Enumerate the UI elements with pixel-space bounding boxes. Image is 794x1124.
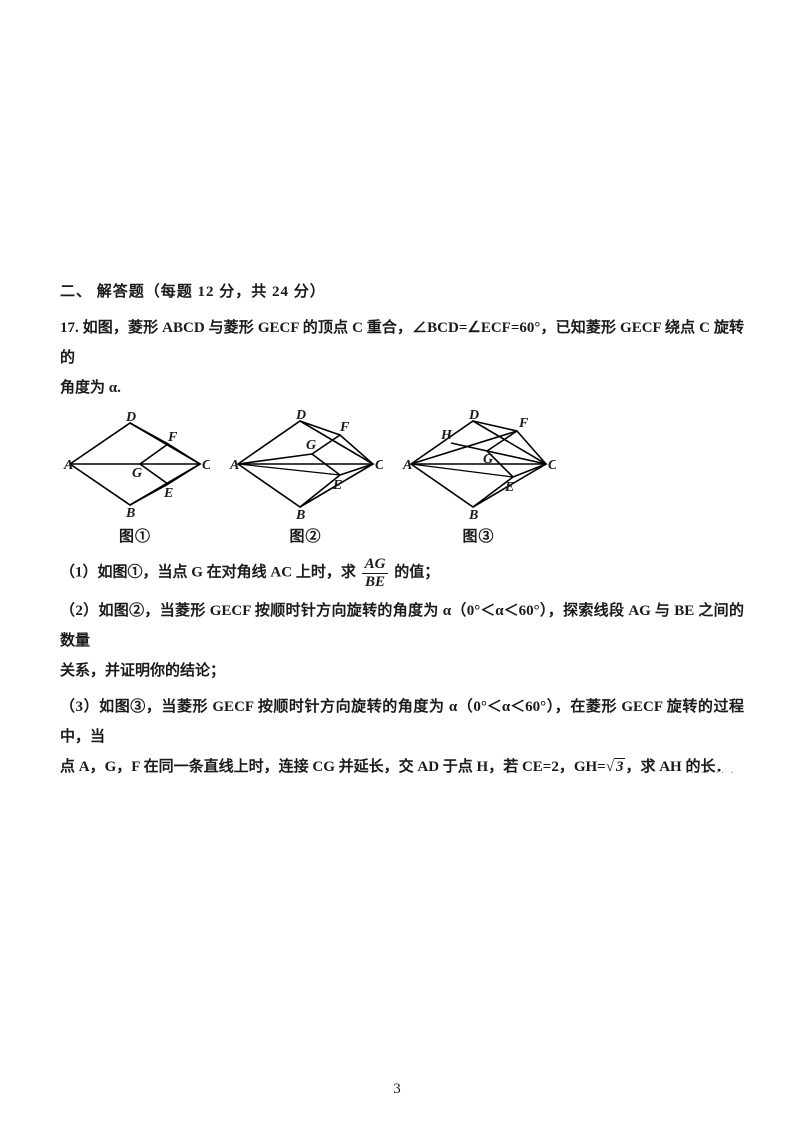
page: 二、 解答题（每题 12 分，共 24 分） 17. 如图，菱形 ABCD 与菱… <box>0 0 794 1124</box>
figure-2-caption: 图② <box>289 525 321 546</box>
sqrt-radicand: 3 <box>614 758 626 775</box>
figure-caption-prefix-3: 图 <box>462 529 478 545</box>
problem-intro: 17. 如图，菱形 ABCD 与菱形 GECF 的顶点 C 重合，∠BCD=∠E… <box>60 313 744 403</box>
figure-caption-prefix-2: 图 <box>289 529 305 545</box>
figure-3-svg: A C D B F E G H <box>401 409 556 519</box>
figure-caption-num: ① <box>135 529 151 545</box>
subq2-line2: 关系，并证明你的结论； <box>60 663 225 679</box>
print-smudge: ·· ·· ·· · <box>685 768 736 779</box>
figure-caption-num-2: ② <box>306 529 322 545</box>
svg-text:B: B <box>295 508 305 519</box>
svg-text:C: C <box>375 458 383 473</box>
sqrt-3: √3 <box>606 758 626 775</box>
svg-text:E: E <box>163 486 173 501</box>
subq2-line1: （2）如图②，当菱形 GECF 按顺时针方向旋转的角度为 α（0°＜α＜60°）… <box>60 603 744 649</box>
subquestion-3: （3）如图③，当菱形 GECF 按顺时针方向旋转的角度为 α（0°＜α＜60°）… <box>60 692 744 782</box>
figure-caption-prefix: 图 <box>119 529 135 545</box>
svg-text:F: F <box>339 420 350 435</box>
subquestion-2: （2）如图②，当菱形 GECF 按顺时针方向旋转的角度为 α（0°＜α＜60°）… <box>60 596 744 686</box>
figure-2: A C D B F E G 图② <box>228 409 383 546</box>
svg-text:B: B <box>468 508 478 519</box>
svg-text:A: A <box>402 458 412 473</box>
svg-text:E: E <box>332 478 342 493</box>
svg-text:G: G <box>306 438 316 453</box>
figure-3: A C D B F E G H 图③ <box>401 409 556 546</box>
subq1-prefix: （1）如图①，当点 G 在对角线 AC 上时，求 <box>60 564 356 580</box>
problem-intro-line2: 角度为 α. <box>60 380 121 396</box>
svg-text:H: H <box>440 428 453 443</box>
svg-text:G: G <box>483 452 493 467</box>
fraction-denominator: BE <box>362 574 389 591</box>
figure-3-caption: 图③ <box>462 525 494 546</box>
svg-text:C: C <box>202 458 210 473</box>
svg-text:A: A <box>63 458 73 473</box>
problem-intro-line1: 如图，菱形 ABCD 与菱形 GECF 的顶点 C 重合，∠BCD=∠ECF=6… <box>60 320 744 366</box>
svg-text:B: B <box>125 506 135 519</box>
subq1-suffix: 的值； <box>394 564 439 580</box>
figure-1-caption: 图① <box>119 525 151 546</box>
subq3-line2a: 点 A，G，F 在同一条直线上时，连接 CG 并延长，交 AD 于点 H，若 C… <box>60 759 606 775</box>
svg-text:E: E <box>504 480 514 495</box>
figure-1: A C D B F E G 图① <box>60 409 210 546</box>
svg-text:D: D <box>468 409 479 423</box>
svg-text:D: D <box>295 409 306 423</box>
fraction-numerator: AG <box>362 556 389 574</box>
svg-text:D: D <box>125 410 136 425</box>
figure-2-svg: A C D B F E G <box>228 409 383 519</box>
figure-1-svg: A C D B F E G <box>60 409 210 519</box>
section-heading: 二、 解答题（每题 12 分，共 24 分） <box>60 280 744 301</box>
figures-row: A C D B F E G 图① <box>60 409 744 546</box>
subquestion-1: （1）如图①，当点 G 在对角线 AC 上时，求 AG BE 的值； <box>60 556 744 590</box>
fraction-ag-be: AG BE <box>362 556 389 590</box>
svg-text:F: F <box>518 416 529 431</box>
problem-number: 17. <box>60 320 79 336</box>
page-number: 3 <box>0 1081 794 1098</box>
svg-text:C: C <box>548 458 556 473</box>
svg-text:A: A <box>229 458 239 473</box>
subq3-line1: （3）如图③，当菱形 GECF 按顺时针方向旋转的角度为 α（0°＜α＜60°）… <box>60 699 744 745</box>
figure-caption-num-3: ③ <box>479 529 495 545</box>
svg-text:G: G <box>132 466 142 481</box>
svg-text:F: F <box>167 430 178 445</box>
